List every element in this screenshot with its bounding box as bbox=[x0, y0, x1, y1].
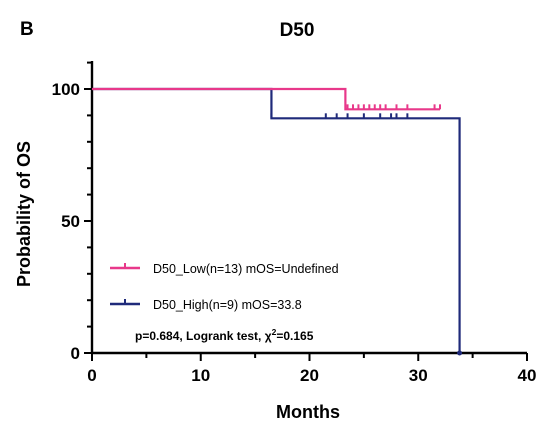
series-end-point bbox=[457, 350, 463, 356]
legend-item-high: D50_High(n=9) mOS=33.8 bbox=[110, 298, 302, 312]
legend-label-low: D50_Low(n=13) mOS=Undefined bbox=[153, 262, 339, 276]
logrank-annotation: p=0.684, Logrank test, χ2=0.165 bbox=[135, 327, 314, 343]
annotation-superscript: 2 bbox=[272, 327, 277, 337]
x-tick-label: 10 bbox=[191, 366, 210, 385]
annotation-prefix: p=0.684, Logrank test, χ bbox=[135, 329, 272, 343]
chart-title: D50 bbox=[280, 20, 315, 41]
y-axis-title: Probability of OS bbox=[14, 141, 34, 287]
series-line-1 bbox=[92, 87, 461, 353]
plot-area bbox=[92, 87, 463, 356]
legend-item-low: D50_Low(n=13) mOS=Undefined bbox=[110, 262, 339, 276]
x-tick-label: 30 bbox=[409, 366, 428, 385]
legend: D50_Low(n=13) mOS=Undefined D50_High(n=9… bbox=[110, 262, 339, 312]
x-tick-label: 0 bbox=[87, 366, 96, 385]
annotation-suffix: =0.165 bbox=[276, 329, 313, 343]
y-tick-label: 100 bbox=[52, 80, 80, 99]
x-tick-label: 40 bbox=[518, 366, 537, 385]
series-line-0 bbox=[92, 87, 440, 111]
x-axis-title: Months bbox=[276, 402, 340, 422]
tick-group: 0 10 20 30 40 0 50 100 bbox=[52, 61, 537, 385]
y-tick-label: 50 bbox=[61, 212, 80, 231]
x-tick-label: 20 bbox=[300, 366, 319, 385]
y-tick-label: 0 bbox=[71, 344, 80, 363]
panel-label: B bbox=[20, 19, 34, 40]
legend-label-high: D50_High(n=9) mOS=33.8 bbox=[153, 298, 302, 312]
